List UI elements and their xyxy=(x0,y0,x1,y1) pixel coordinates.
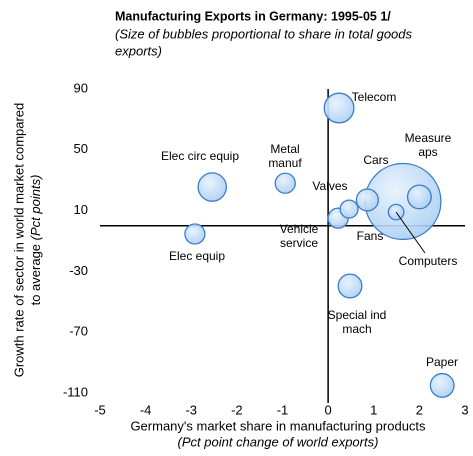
y-axis-title: Growth rate of sector in world market co… xyxy=(11,103,26,378)
point-label: Vehicle service xyxy=(279,222,319,250)
bubble xyxy=(274,172,296,194)
y-tick-label: 10 xyxy=(74,202,88,217)
x-tick-label: -1 xyxy=(277,402,289,417)
x-tick-label: -4 xyxy=(140,402,152,417)
x-tick-label: -2 xyxy=(231,402,243,417)
bubble xyxy=(355,188,379,212)
leader-line xyxy=(395,211,426,254)
bubble xyxy=(406,184,432,210)
y-tick-label: -70 xyxy=(69,324,88,339)
bubble xyxy=(339,199,359,219)
y-axis-note: (Pct points) xyxy=(28,175,43,241)
point-label: Cars xyxy=(363,153,389,167)
point-label: Paper xyxy=(425,355,459,369)
point-label: Special ind mach xyxy=(327,308,387,336)
x-axis-note: (Pct point change of world exports) xyxy=(178,434,379,449)
bubble xyxy=(429,372,455,398)
point-label: Metal manuf xyxy=(268,142,302,170)
x-axis-title: Germany's market share in manufacturing … xyxy=(130,418,426,433)
x-tick-label: 1 xyxy=(370,402,377,417)
point-label: Computers xyxy=(398,254,458,268)
bubble xyxy=(323,92,355,124)
y-tick-label: 50 xyxy=(74,141,88,156)
x-tick-label: -5 xyxy=(94,402,106,417)
point-label: Elec equip xyxy=(168,249,226,263)
x-tick-label: -3 xyxy=(185,402,197,417)
bubble xyxy=(337,273,363,299)
x-tick-label: 3 xyxy=(461,402,468,417)
point-label: Measure aps xyxy=(404,131,452,159)
chart-subtitle: (Size of bubbles proportional to share i… xyxy=(115,26,413,41)
x-tick-label: 0 xyxy=(325,402,332,417)
point-label: Fans xyxy=(356,229,384,243)
bubble xyxy=(184,223,206,245)
y-axis-title: to average xyxy=(28,244,43,305)
y-tick-label: 90 xyxy=(74,80,88,95)
chart-subtitle: exports) xyxy=(115,43,162,58)
bubble xyxy=(197,172,228,202)
point-label: Telecom xyxy=(351,90,397,104)
point-label: Valves xyxy=(312,179,348,193)
y-axis-title: to average (Pct points) xyxy=(28,175,43,306)
x-tick-label: 2 xyxy=(416,402,423,417)
y-tick-label: -110 xyxy=(63,384,88,399)
point-label: Elec circ equip xyxy=(160,149,240,163)
y-tick-label: -30 xyxy=(69,263,88,278)
chart-title: Manufacturing Exports in Germany: 1995-0… xyxy=(115,9,391,23)
